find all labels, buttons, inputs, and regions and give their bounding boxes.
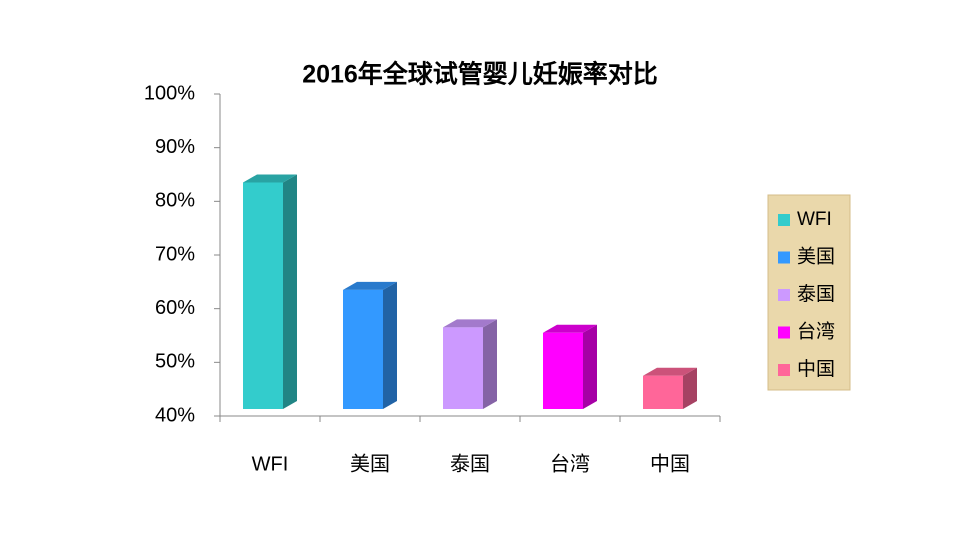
y-tick-label: 60%: [155, 297, 195, 319]
bar-top: [443, 319, 497, 328]
legend-swatch: [778, 364, 790, 376]
legend-swatch: [778, 251, 790, 264]
legend-swatch: [778, 326, 790, 339]
legend-label: WFI: [797, 209, 832, 230]
bar-side: [283, 174, 297, 409]
legend-label: 台湾: [797, 321, 835, 343]
bar: [543, 332, 583, 409]
x-tick-label: 台湾: [550, 452, 590, 475]
y-tick-label: 100%: [144, 82, 195, 104]
y-tick-label: 40%: [155, 404, 195, 426]
chart-title: 2016年全球试管婴儿妊娠率对比: [302, 60, 658, 89]
legend-swatch: [778, 289, 790, 301]
x-tick-label: 中国: [650, 452, 690, 475]
y-tick-label: 90%: [155, 136, 195, 158]
legend-label: 美国: [797, 246, 835, 268]
bar-side: [683, 367, 697, 409]
bar-side: [483, 319, 497, 409]
bar: [343, 289, 383, 409]
y-tick-label: 70%: [155, 243, 195, 265]
bar-side: [583, 324, 597, 409]
x-tick-label: WFI: [252, 453, 289, 475]
legend-label: 泰国: [797, 283, 835, 305]
y-tick-label: 80%: [155, 190, 195, 212]
legend-swatch: [778, 214, 790, 226]
bar-side: [383, 281, 397, 409]
y-tick-label: 50%: [155, 351, 195, 373]
x-tick-label: 美国: [350, 452, 390, 475]
bar: [643, 375, 683, 409]
bar: [443, 327, 483, 409]
bar-top: [543, 324, 597, 333]
bar-top: [643, 367, 697, 376]
x-tick-label: 泰国: [450, 452, 490, 475]
legend-label: 中国: [797, 358, 835, 380]
bar-top: [243, 174, 297, 183]
bar-top: [343, 281, 397, 290]
bar: [243, 182, 283, 409]
